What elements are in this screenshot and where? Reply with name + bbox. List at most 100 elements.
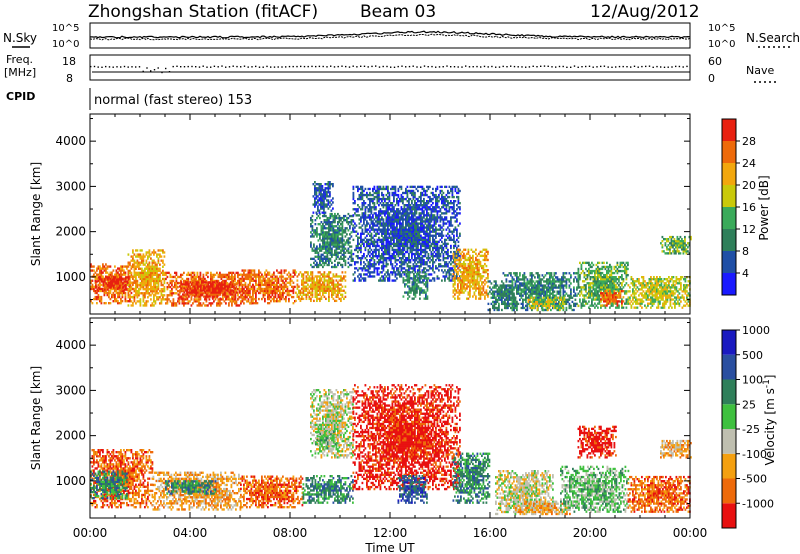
- data-cell: [282, 279, 284, 282]
- data-cell: [182, 293, 184, 296]
- data-cell: [157, 275, 160, 279]
- data-cell: [445, 263, 448, 266]
- nave-point: [491, 65, 493, 68]
- data-cell: [433, 246, 436, 250]
- data-cell: [316, 281, 318, 284]
- data-cell: [238, 277, 241, 281]
- data-cell: [243, 279, 245, 282]
- data-cell: [402, 267, 404, 270]
- data-cell: [332, 201, 334, 204]
- data-cell: [316, 255, 318, 258]
- data-cell: [409, 250, 412, 254]
- data-cell: [271, 289, 274, 293]
- data-cell: [378, 185, 380, 189]
- data-cell: [150, 285, 152, 289]
- data-cell: [409, 212, 412, 215]
- data-cell: [439, 224, 442, 227]
- data-cell: [397, 250, 400, 254]
- data-cell: [114, 283, 116, 287]
- data-cell: [255, 273, 257, 276]
- data-cell: [384, 187, 386, 191]
- data-cell: [210, 281, 212, 285]
- data-cell: [435, 230, 437, 233]
- data-cell: [320, 277, 323, 280]
- data-cell: [391, 267, 394, 270]
- data-cell: [388, 252, 391, 256]
- data-cell: [267, 291, 269, 295]
- data-cell: [372, 206, 374, 209]
- data-cell: [367, 252, 370, 256]
- data-cell: [198, 300, 200, 303]
- data-cell: [403, 212, 406, 215]
- data-cell: [121, 269, 124, 272]
- data-cell: [135, 271, 137, 275]
- data-cell: [409, 236, 412, 239]
- data-cell: [337, 289, 339, 292]
- data-cell: [360, 275, 362, 278]
- data-cell: [417, 269, 419, 272]
- data-cell: [360, 195, 362, 199]
- data-cell: [160, 249, 163, 252]
- data-cell: [397, 238, 400, 242]
- data-cell: [237, 271, 239, 275]
- data-cell: [411, 240, 413, 244]
- data-cell: [326, 241, 329, 244]
- data-cell: [366, 234, 368, 237]
- data-cell: [233, 287, 235, 290]
- data-cell: [406, 269, 409, 272]
- data-cell: [314, 293, 317, 296]
- data-cell: [108, 289, 110, 293]
- data-cell: [150, 269, 152, 273]
- data-cell: [110, 286, 112, 289]
- data-cell: [441, 202, 443, 205]
- data-cell: [418, 214, 421, 217]
- data-cell: [226, 298, 229, 301]
- data-cell: [326, 249, 329, 252]
- data-cell: [393, 193, 395, 197]
- data-cell: [400, 232, 403, 235]
- data-cell: [429, 228, 431, 231]
- data-cell: [439, 255, 442, 258]
- nave-point: [551, 66, 553, 68]
- data-cell: [239, 291, 241, 294]
- data-cell: [424, 236, 427, 239]
- data-cell: [388, 200, 391, 203]
- nave-point: [153, 69, 156, 71]
- data-cell: [442, 246, 445, 250]
- data-cell: [326, 289, 329, 292]
- data-cell: [156, 265, 158, 268]
- nave-point: [438, 66, 441, 68]
- data-cell: [436, 242, 439, 246]
- data-cell: [148, 292, 151, 295]
- data-cell: [344, 261, 347, 265]
- data-cell: [409, 224, 412, 227]
- data-cell: [119, 284, 121, 287]
- data-cell: [102, 275, 104, 278]
- data-cell: [405, 224, 407, 227]
- data-cell: [219, 275, 221, 279]
- data-cell: [453, 230, 455, 233]
- data-cell: [322, 293, 324, 296]
- data-cell: [310, 235, 312, 238]
- data-cell: [252, 288, 254, 291]
- data-cell: [207, 275, 209, 279]
- data-cell: [318, 185, 321, 188]
- data-cell: [397, 202, 400, 205]
- data-cell: [430, 218, 433, 221]
- data-cell: [180, 275, 182, 279]
- data-cell: [314, 259, 317, 263]
- data-cell: [341, 227, 344, 230]
- nave-point: [453, 66, 456, 68]
- data-cell: [397, 271, 400, 274]
- data-cell: [283, 269, 286, 272]
- data-cell: [338, 214, 341, 218]
- data-cell: [115, 269, 118, 272]
- data-cell: [393, 226, 395, 229]
- data-cell: [402, 212, 404, 215]
- data-cell: [450, 259, 452, 262]
- data-cell: [384, 210, 386, 213]
- data-cell: [265, 281, 268, 284]
- data-cell: [90, 287, 92, 291]
- data-cell: [304, 287, 306, 290]
- data-cell: [429, 216, 431, 219]
